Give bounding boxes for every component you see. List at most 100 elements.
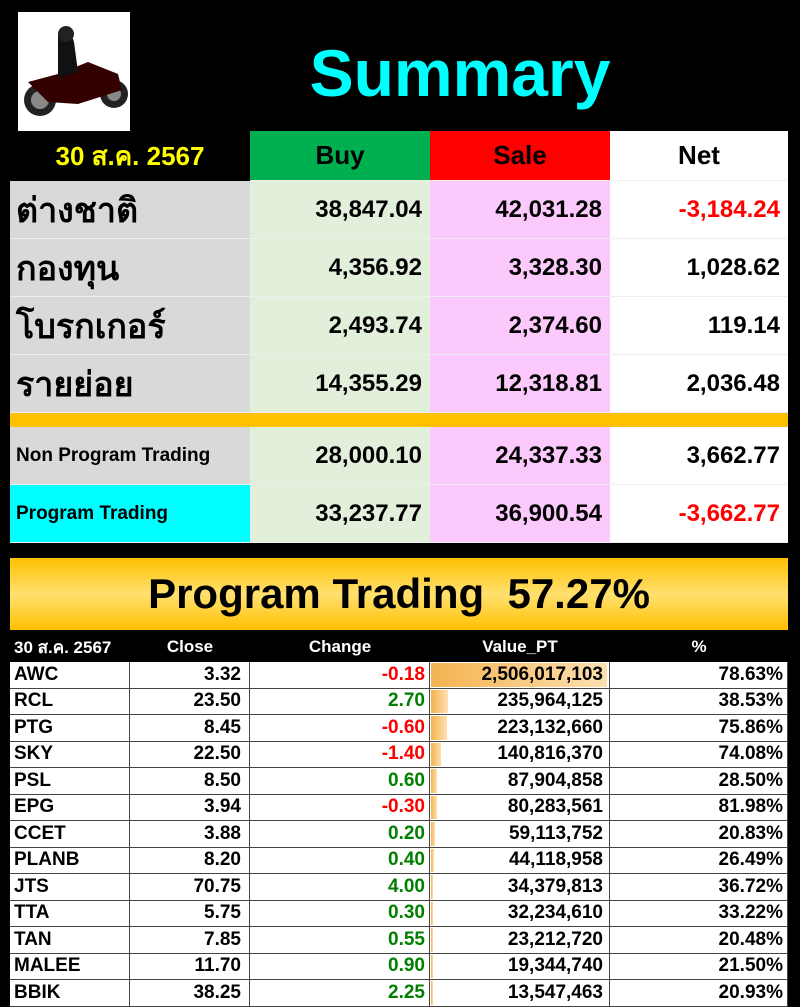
buy-value: 2,493.74: [250, 297, 430, 355]
sale-value: 24,337.33: [430, 427, 610, 485]
investor-label: ต่างชาติ: [10, 181, 250, 239]
symbol: CCET: [10, 821, 130, 847]
sale-value: 2,374.60: [430, 297, 610, 355]
percent: 75.86%: [610, 715, 788, 741]
close: 3.88: [130, 821, 250, 847]
change: 0.60: [250, 768, 430, 794]
value-pt: 34,379,813: [507, 875, 603, 897]
symbol: MALEE: [10, 953, 130, 979]
percent: 78.63%: [610, 662, 788, 688]
buy-value: 33,237.77: [250, 485, 430, 543]
table-row: TTA 5.75 0.30 32,234,610 33.22%: [10, 900, 788, 927]
percent: 74.08%: [610, 741, 788, 767]
close: 70.75: [130, 874, 250, 900]
symbol: TAN: [10, 927, 130, 953]
table-row: AWC 3.32 -0.18 2,506,017,103 78.63%: [10, 662, 788, 689]
symbol: PSL: [10, 768, 130, 794]
change: 0.40: [250, 847, 430, 873]
value-data-bar: [431, 689, 448, 713]
value-pt: 59,113,752: [508, 822, 603, 844]
table-row: RCL 23.50 2.70 235,964,125 38.53%: [10, 688, 788, 715]
symbol: SKY: [10, 741, 130, 767]
value-data-bar: [431, 981, 433, 1005]
value-pt: 23,212,720: [507, 928, 603, 950]
table-row: MALEE 11.70 0.90 19,344,740 21.50%: [10, 953, 788, 980]
close: 3.94: [130, 794, 250, 820]
symbol: EPG: [10, 794, 130, 820]
close: 23.50: [130, 688, 250, 714]
value-pt: 19,344,740: [507, 955, 603, 977]
value-pt: 140,816,370: [497, 743, 603, 765]
value-data-bar: [431, 663, 607, 687]
net-value: 1,028.62: [610, 239, 788, 297]
value-data-bar: [431, 822, 436, 846]
value-data-bar: [431, 848, 435, 872]
column-header: Close: [166, 637, 214, 656]
program-trading-banner: Program Trading 57.27%: [10, 558, 788, 630]
investor-row: รายย่อย 14,355.29 12,318.81 2,036.48: [10, 355, 788, 413]
program-label: Non Program Trading: [10, 427, 250, 485]
change: 4.00: [250, 874, 430, 900]
value-pt: 13,547,463: [507, 981, 603, 1003]
column-header: %: [691, 637, 707, 656]
change: 0.90: [250, 953, 430, 979]
percent: 20.48%: [610, 927, 788, 953]
table-row: PSL 8.50 0.60 87,904,858 28.50%: [10, 768, 788, 795]
investor-row: กองทุน 4,356.92 3,328.30 1,028.62: [10, 239, 788, 297]
investor-label: โบรกเกอร์: [10, 297, 250, 355]
change: -1.40: [250, 741, 430, 767]
buy-value: 4,356.92: [250, 239, 430, 297]
percent: 20.83%: [610, 821, 788, 847]
value-data-bar: [431, 795, 437, 819]
buy-header: Buy: [250, 131, 430, 181]
close: 8.50: [130, 768, 250, 794]
value-pt: 44,118,958: [508, 849, 603, 871]
buy-value: 14,355.29: [250, 355, 430, 413]
motorcycle-logo: [18, 12, 130, 134]
symbol: BBIK: [10, 980, 130, 1006]
net-value: 3,662.77: [610, 427, 788, 485]
program-label: Program Trading: [10, 485, 250, 543]
sale-value: 12,318.81: [430, 355, 610, 413]
net-value: 119.14: [610, 297, 788, 355]
value-pt: 2,506,017,103: [481, 663, 603, 685]
value-data-bar: [431, 875, 434, 899]
value-data-bar: [431, 928, 433, 952]
investor-row: ต่างชาติ 38,847.04 42,031.28 -3,184.24: [10, 181, 788, 239]
value-data-bar: [431, 716, 447, 740]
close: 3.32: [130, 662, 250, 688]
sale-value: 42,031.28: [430, 181, 610, 239]
symbol: JTS: [10, 874, 130, 900]
separator: [10, 413, 788, 427]
value-pt: 80,283,561: [507, 796, 603, 818]
page-title: Summary: [309, 36, 611, 110]
change: 0.55: [250, 927, 430, 953]
program-row: Non Program Trading 28,000.10 24,337.33 …: [10, 427, 788, 485]
column-header: Value_PT: [482, 637, 558, 656]
percent: 21.50%: [610, 953, 788, 979]
symbol: TTA: [10, 900, 130, 926]
motorcycle-icon: [24, 26, 128, 116]
symbol: RCL: [10, 688, 130, 714]
percent: 26.49%: [610, 847, 788, 873]
sale-header: Sale: [430, 131, 610, 181]
program-row: Program Trading 33,237.77 36,900.54 -3,6…: [10, 485, 788, 543]
date-label: 30 ส.ค. 2567: [10, 131, 250, 181]
change: -0.60: [250, 715, 430, 741]
close: 8.45: [130, 715, 250, 741]
table-row: EPG 3.94 -0.30 80,283,561 81.98%: [10, 794, 788, 821]
percent: 28.50%: [610, 768, 788, 794]
net-header: Net: [610, 131, 788, 181]
symbol: AWC: [10, 662, 130, 688]
value-pt: 235,964,125: [497, 690, 603, 712]
change: 0.30: [250, 900, 430, 926]
percent: 20.93%: [610, 980, 788, 1006]
table-row: SKY 22.50 -1.40 140,816,370 74.08%: [10, 741, 788, 768]
column-header: 30 ส.ค. 2567: [14, 637, 112, 657]
symbol: PTG: [10, 715, 130, 741]
change: -0.18: [250, 662, 430, 688]
value-data-bar: [431, 954, 433, 978]
value-pt: 223,132,660: [497, 716, 603, 738]
value-pt: 87,904,858: [507, 769, 603, 791]
value-pt: 32,234,610: [507, 902, 603, 924]
